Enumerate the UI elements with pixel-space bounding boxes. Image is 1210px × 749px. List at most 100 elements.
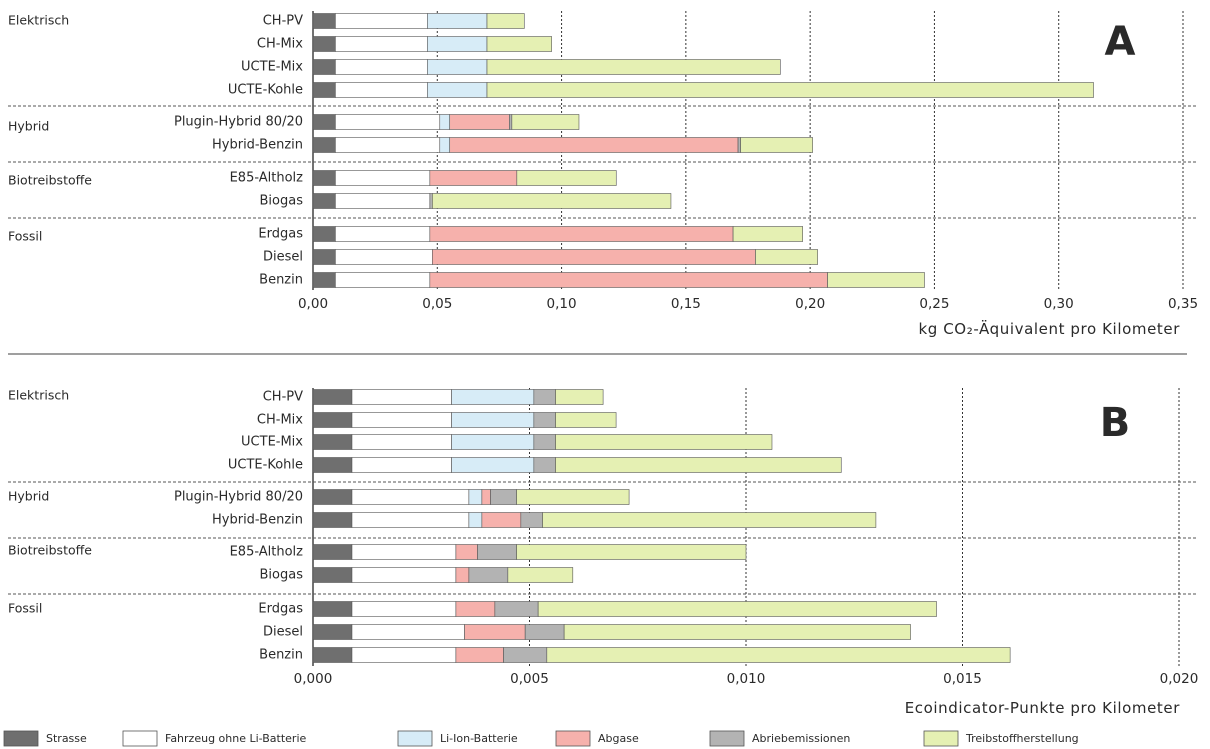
x-tick-label: 0,10 xyxy=(547,296,577,312)
bar-segment xyxy=(827,272,925,288)
bar-segment xyxy=(432,249,756,265)
bar-segment xyxy=(429,272,828,288)
x-tick-label: 0,010 xyxy=(727,671,766,687)
x-tick-label: 0,00 xyxy=(298,296,328,312)
x-tick-label: 0,25 xyxy=(919,296,949,312)
group-label: Elektrisch xyxy=(8,388,69,403)
x-tick-label: 0,005 xyxy=(510,671,549,687)
bar-segment xyxy=(451,389,535,405)
bar-segment xyxy=(439,114,451,130)
group-label: Fossil xyxy=(8,229,42,244)
bar-segment xyxy=(481,512,522,528)
category-label: UCTE-Mix xyxy=(241,60,303,75)
bar-segment xyxy=(335,226,431,242)
bar-segment xyxy=(312,137,336,153)
bar-segment xyxy=(468,489,483,505)
bar-segment xyxy=(429,226,734,242)
legend: Strasse Fahrzeug ohne Li-Batterie Li-Ion-B… xyxy=(3,730,1079,747)
bar-segment xyxy=(335,13,428,29)
group-label: Hybrid xyxy=(8,119,49,134)
bar-segment xyxy=(516,489,630,505)
bar-segment xyxy=(732,226,803,242)
legend-swatch xyxy=(709,730,745,747)
bar-segment xyxy=(351,457,452,473)
bar-segment xyxy=(351,567,457,583)
category-label: Biogas xyxy=(260,568,304,583)
bar-segment xyxy=(451,434,535,450)
bar-segment xyxy=(533,434,556,450)
bar-segment xyxy=(451,457,535,473)
category-label: CH-Mix xyxy=(257,413,303,428)
bar-segment xyxy=(335,249,433,265)
bar-segment xyxy=(537,601,937,617)
bar-segment xyxy=(335,36,428,52)
bar-segment xyxy=(533,457,556,473)
bar-segment xyxy=(455,567,470,583)
x-tick-label: 0,30 xyxy=(1044,296,1074,312)
legend-label: Strasse xyxy=(46,732,87,745)
x-axis-label: kg CO₂-Äquivalent pro Kilometer xyxy=(918,319,1180,338)
bar-segment xyxy=(563,624,911,640)
bar-segment xyxy=(507,567,574,583)
bar-segment xyxy=(312,512,353,528)
bar-segment xyxy=(555,389,604,405)
group-label: Biotreibstoffe xyxy=(8,543,92,558)
x-tick-label: 0,05 xyxy=(422,296,452,312)
bar-segment xyxy=(312,601,353,617)
x-tick-label: 0,20 xyxy=(795,296,825,312)
x-tick-label: 0,020 xyxy=(1160,671,1199,687)
bar-segment xyxy=(427,59,488,75)
bar-segment xyxy=(351,544,457,560)
bar-segment xyxy=(542,512,877,528)
category-label: Diesel xyxy=(263,250,303,265)
group-label: Fossil xyxy=(8,601,42,616)
bar-segment xyxy=(455,544,478,560)
bar-segment xyxy=(755,249,818,265)
bar-segment xyxy=(533,412,556,428)
bar-segment xyxy=(555,412,617,428)
group-label: Biotreibstoffe xyxy=(8,173,92,188)
panel-a: Elektrisch Hybrid Biotreibstoffe Fossil CH-P… xyxy=(8,11,1198,355)
bar-segment xyxy=(494,601,539,617)
bar-segment xyxy=(335,137,441,153)
bar-segment xyxy=(468,567,509,583)
legend-label: Treibstoffherstellung xyxy=(965,732,1079,745)
bar-segment xyxy=(490,489,517,505)
x-tick-label: 0,15 xyxy=(671,296,701,312)
bar-segment xyxy=(312,226,336,242)
bar-segment xyxy=(351,412,452,428)
bar-segment xyxy=(312,389,353,405)
category-label: Hybrid-Benzin xyxy=(212,138,303,153)
panel-b: Elektrisch Hybrid Biotreibstoffe Fossil CH-P… xyxy=(8,388,1199,717)
bar-segment xyxy=(312,13,336,29)
bar-segment xyxy=(312,624,353,640)
bar-segment xyxy=(509,114,513,130)
bar-segment xyxy=(335,272,431,288)
category-label: E85-Altholz xyxy=(230,545,304,560)
category-label: Diesel xyxy=(263,625,303,640)
legend-label: Abgase xyxy=(598,732,639,745)
category-label: Benzin xyxy=(259,273,303,288)
bar-segment xyxy=(468,512,483,528)
x-tick-label: 0,000 xyxy=(294,671,333,687)
category-label: Erdgas xyxy=(258,602,303,617)
bar-segment xyxy=(555,434,773,450)
bar-segment xyxy=(427,36,488,52)
bar-segment xyxy=(555,457,842,473)
panel-label: B xyxy=(1100,400,1131,446)
category-label: Erdgas xyxy=(258,227,303,242)
category-label: UCTE-Mix xyxy=(241,435,303,450)
bar-segment xyxy=(312,567,353,583)
bar-segment xyxy=(455,647,504,663)
bar-segment xyxy=(351,489,470,505)
bar-segment xyxy=(312,544,353,560)
bar-segment xyxy=(312,249,336,265)
legend-swatch xyxy=(3,730,39,747)
bar-segment xyxy=(477,544,517,560)
category-label: Hybrid-Benzin xyxy=(212,513,303,528)
bar-segment xyxy=(351,389,452,405)
bar-segment xyxy=(312,412,353,428)
bar-segment xyxy=(486,36,552,52)
bar-segment xyxy=(312,647,353,663)
